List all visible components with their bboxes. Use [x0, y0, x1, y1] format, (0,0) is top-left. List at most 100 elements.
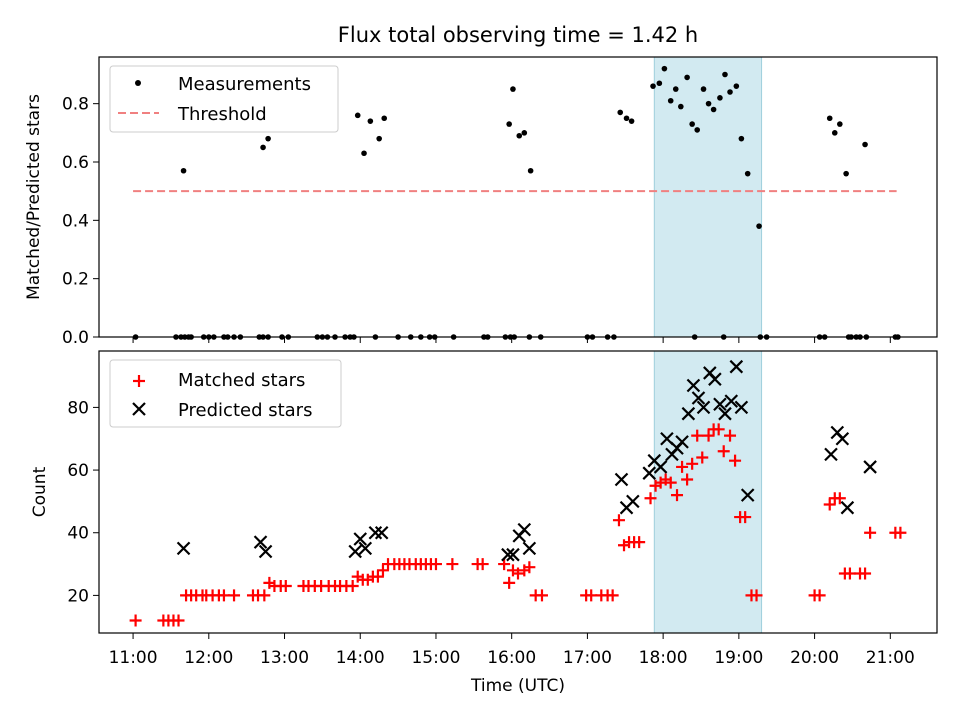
x-tick-label: 21:00 — [866, 648, 915, 668]
measurement-point — [738, 135, 745, 142]
measurement-point — [744, 170, 751, 177]
measurement-point — [516, 132, 523, 139]
measurement-point — [700, 86, 707, 92]
x-tick-label: 12:00 — [184, 648, 233, 668]
predicted-star-point — [740, 488, 755, 502]
matched-star-point — [813, 589, 826, 602]
legend-matched-label: Matched stars — [178, 370, 305, 391]
x-tick-label: 16:00 — [487, 648, 536, 668]
matched-star-point — [843, 567, 856, 580]
x-tick-label: 14:00 — [336, 648, 385, 668]
measurement-point — [733, 83, 740, 89]
measurement-point — [722, 71, 728, 78]
matched-star-point — [691, 429, 704, 442]
matched-star-point — [371, 570, 384, 583]
figure-title: Flux total observing time = 1.42 h — [338, 23, 698, 47]
matched-star-point — [729, 454, 742, 467]
matched-star-point — [859, 567, 872, 580]
matched-star-point — [750, 589, 763, 602]
measurement-point — [265, 135, 271, 142]
matched-star-point — [664, 476, 677, 489]
y-tick-label: 40 — [67, 524, 89, 544]
measurement-point — [684, 74, 690, 81]
predicted-star-point — [696, 400, 711, 415]
top-legend: Measurements Threshold — [109, 65, 339, 133]
predicted-star-point — [522, 541, 537, 556]
ratio-panel: 0.00.20.40.60.8 Matched/Predicted stars … — [24, 56, 938, 348]
measurement-point — [862, 141, 868, 148]
matched-star-point — [606, 589, 619, 602]
matched-star-points — [129, 423, 907, 627]
matched-star-point — [172, 614, 185, 627]
measurement-point — [678, 103, 684, 110]
predicted-star-point — [729, 359, 744, 374]
y-tick-label: 80 — [67, 398, 89, 418]
legend-measurements-marker — [135, 80, 141, 86]
measurement-point — [628, 118, 635, 124]
predicted-star-point — [501, 547, 515, 562]
y-tick-label: 0.8 — [62, 95, 89, 115]
matched-star-point — [644, 492, 657, 505]
matched-star-point — [833, 492, 846, 505]
predicted-star-point — [734, 400, 749, 415]
measurement-point — [831, 130, 838, 136]
predicted-star-point — [253, 535, 268, 549]
x-tick-label: 17:00 — [563, 648, 612, 668]
predicted-star-point — [258, 544, 273, 559]
matched-star-point — [129, 614, 142, 627]
bottom-plot-frame — [98, 350, 938, 634]
matched-star-point — [739, 511, 752, 524]
y-tick-label: 0.4 — [62, 211, 89, 231]
matched-star-point — [633, 536, 646, 549]
matched-star-point — [864, 526, 877, 539]
matched-star-point — [279, 580, 292, 592]
matched-star-point — [228, 589, 241, 602]
bottom-y-axis: 20 40 60 80 — [67, 398, 99, 606]
x-tick-label: 15:00 — [411, 648, 460, 668]
legend-predicted-label: Predicted stars — [178, 400, 312, 421]
predicted-star-point — [708, 372, 722, 386]
matched-star-point — [681, 473, 694, 486]
measurement-point — [650, 83, 656, 89]
matched-star-point — [724, 429, 737, 442]
predicted-star-point — [653, 460, 668, 474]
predicted-star-point — [353, 532, 368, 546]
measurement-point — [756, 223, 762, 229]
predicted-star-point — [626, 494, 640, 509]
x-tick-label: 11:00 — [109, 648, 158, 668]
measurement-point — [381, 115, 388, 122]
matched-star-point — [585, 589, 598, 602]
y-tick-label: 0.2 — [62, 270, 89, 290]
measurement-point — [826, 115, 833, 122]
x-tick-label: 19:00 — [714, 648, 763, 668]
predicted-star-point — [614, 472, 629, 487]
matched-star-point — [823, 498, 836, 511]
top-plot-frame — [98, 56, 938, 338]
legend-measurements-label: Measurements — [178, 74, 311, 95]
predicted-star-point — [506, 547, 520, 562]
predicted-star-point — [718, 406, 732, 421]
matched-star-point — [217, 589, 230, 602]
measurement-point — [727, 89, 733, 95]
predicted-star-point — [374, 525, 389, 540]
measurement-point — [180, 167, 187, 174]
matched-star-point — [686, 457, 699, 470]
matched-star-point — [346, 580, 359, 592]
top-y-axis-label: Matched/Predicted stars — [24, 94, 44, 300]
predicted-star-point — [835, 431, 850, 446]
predicted-star-point — [176, 541, 191, 556]
bottom-legend: Matched stars Predicted stars — [109, 359, 342, 428]
measurement-point — [710, 106, 717, 113]
matched-star-point — [446, 558, 459, 571]
matched-star-point — [535, 589, 548, 602]
predicted-star-point — [675, 435, 689, 449]
measurement-point — [521, 130, 528, 136]
legend-threshold-label: Threshold — [177, 104, 267, 125]
legend-matched-marker — [133, 375, 145, 387]
predicted-star-points — [176, 359, 877, 562]
matched-star-point — [612, 514, 625, 527]
top-x-ticks — [132, 337, 891, 343]
measurement-point — [617, 109, 624, 116]
